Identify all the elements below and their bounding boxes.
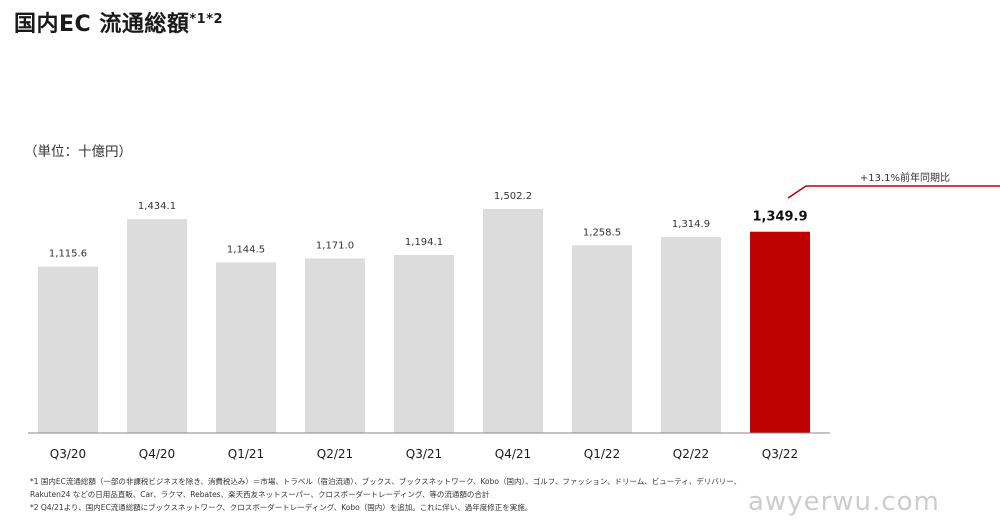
bar-value-label: 1,144.5 (227, 244, 265, 255)
chart-title: 国内EC 流通総額*1*2 (14, 6, 223, 38)
x-tick-label: Q1/21 (228, 447, 264, 461)
x-tick-label: Q2/21 (317, 447, 353, 461)
bar (394, 254, 454, 433)
bar (127, 219, 187, 433)
bar (572, 245, 632, 433)
bar (483, 209, 543, 433)
tick-labels-group: Q3/20 Q4/20 Q1/21 Q2/21 Q3/21 Q4/21 Q1/22 Q2/22… (50, 447, 798, 461)
bar-highlight (750, 231, 810, 433)
bar-chart: 1,115.6 1,434.1 1,144.5 1,171.0 1,194.1 1,502… (28, 171, 1000, 461)
footnote-line: Rakuten24 などの日用品直販、Car、ラクマ、Rebates、楽天西友ネ… (30, 490, 490, 499)
bar (38, 266, 98, 433)
footnote-line: *2 Q4/21より、国内EC流通総額にブックスネットワーク、クロスボーダートレ… (30, 503, 533, 512)
bar-value-label: 1,314.9 (672, 219, 710, 230)
x-tick-label: Q4/20 (139, 447, 175, 461)
chart-title-text: 国内EC 流通総額 (14, 12, 190, 37)
footnotes: *1 国内EC流通総額（一部の非課税ビジネスを除き、消費税込み）＝市場、トラベル… (30, 475, 970, 514)
bar-value-label: 1,434.1 (138, 201, 176, 212)
bar-value-label: 1,349.9 (752, 210, 807, 225)
watermark: awyerwu.com (748, 487, 940, 517)
bar-value-label: 1,171.0 (316, 240, 354, 251)
value-labels-group: 1,115.6 1,434.1 1,144.5 1,171.0 1,194.1 1,502… (49, 191, 808, 260)
growth-annotation-label: +13.1%前年同期比 (860, 171, 950, 184)
x-tick-label: Q1/22 (584, 447, 620, 461)
footnote-line: *1 国内EC流通総額（一部の非課税ビジネスを除き、消費税込み）＝市場、トラベル… (30, 477, 742, 486)
x-tick-label: Q3/20 (50, 447, 86, 461)
bar-value-label: 1,194.1 (405, 237, 443, 248)
bar (216, 262, 276, 433)
bar (661, 236, 721, 433)
x-tick-label: Q3/21 (406, 447, 442, 461)
chart-title-footnote-mark: *1*2 (189, 12, 224, 27)
bar-value-label: 1,258.5 (583, 227, 621, 238)
x-tick-label: Q4/21 (495, 447, 531, 461)
x-tick-label: Q3/22 (762, 447, 798, 461)
x-tick-label: Q2/22 (673, 447, 709, 461)
growth-annotation-line (787, 185, 1000, 199)
bars-group (38, 209, 810, 433)
bar-value-label: 1,502.2 (494, 191, 532, 202)
unit-label: （単位：十億円） (24, 144, 132, 160)
bar-value-label: 1,115.6 (49, 249, 87, 260)
bar (305, 258, 365, 433)
